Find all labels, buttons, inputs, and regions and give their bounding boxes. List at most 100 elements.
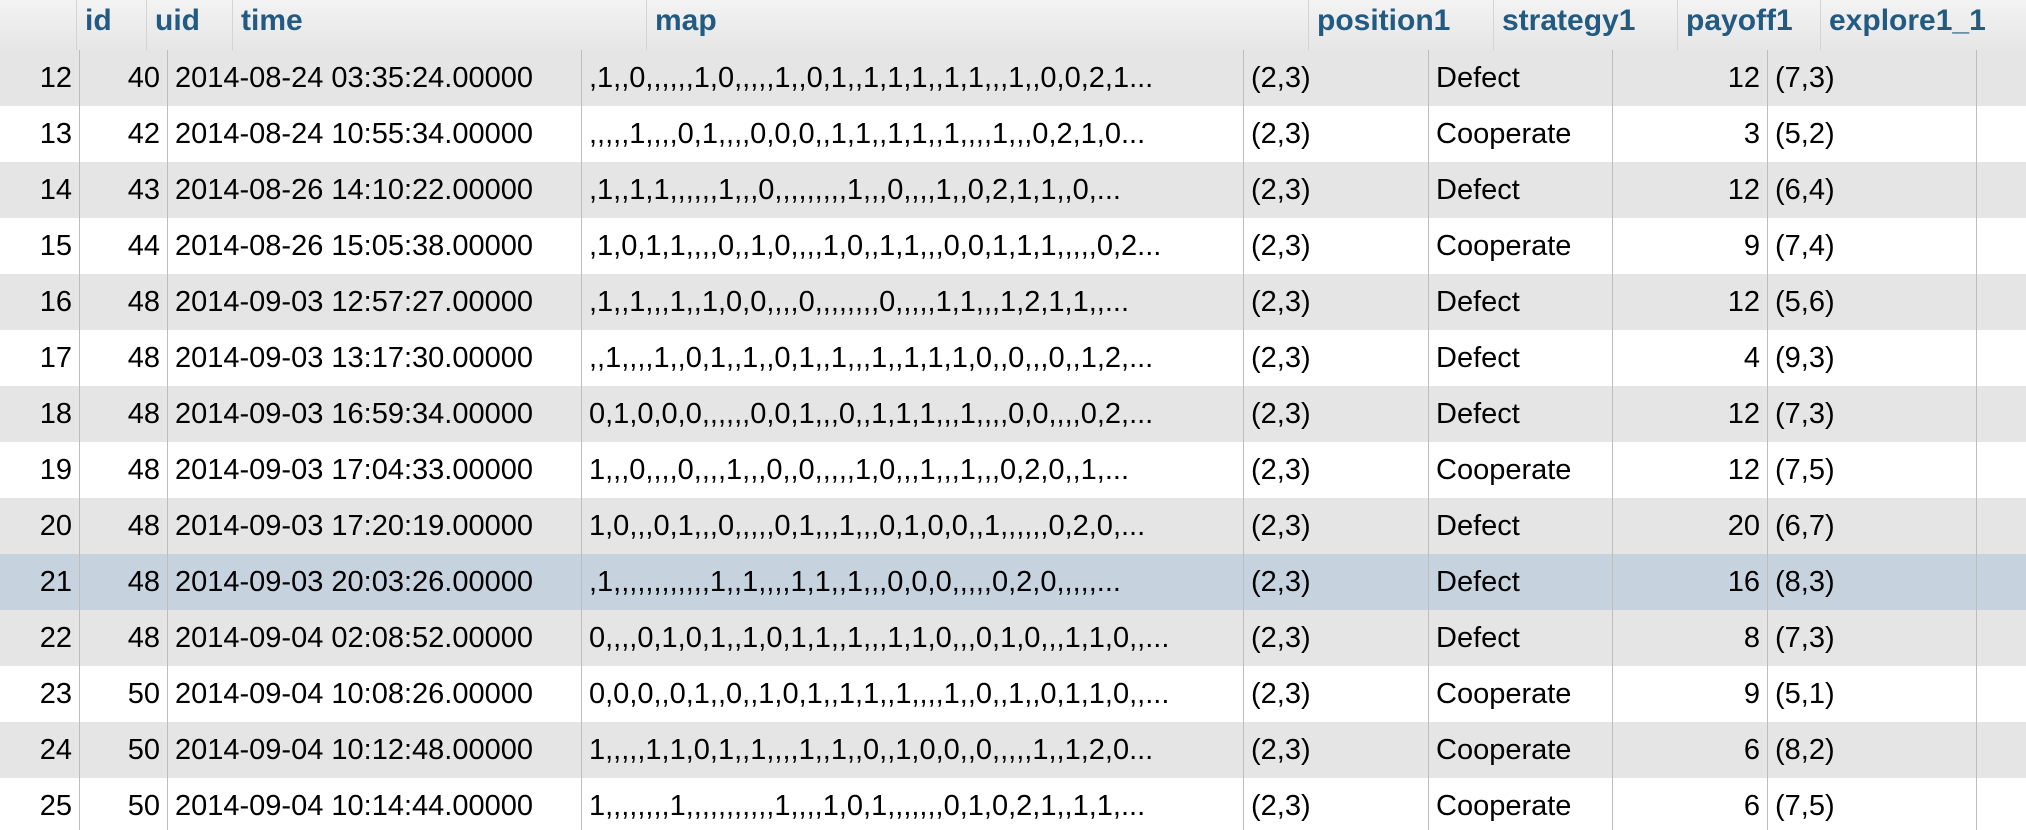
- cell-explore1-1: (8,2): [1768, 722, 1977, 778]
- table-row[interactable]: 16 48 2014-09-03 12:57:27.00000,1,,1,,,1,,…: [0, 274, 2026, 330]
- cell-id: 24: [0, 722, 80, 778]
- cell-id: 15: [0, 218, 80, 274]
- cell-uid: 48: [80, 330, 168, 386]
- cell-strategy1: Defect: [1429, 274, 1613, 330]
- cell-id: 22: [0, 610, 80, 666]
- cell-strategy1: Defect: [1429, 498, 1613, 554]
- cell-uid: 48: [80, 498, 168, 554]
- column-header-explore1-1[interactable]: explore1_1: [1820, 0, 2026, 50]
- cell-position1: (2,3): [1244, 554, 1429, 610]
- cell-uid: 48: [80, 554, 168, 610]
- column-header-position1[interactable]: position1: [1308, 0, 1493, 50]
- table-row[interactable]: 23 50 2014-09-04 10:08:26.00000 0,0,0,,0,1,…: [0, 666, 2026, 722]
- column-header-uid[interactable]: uid: [146, 0, 232, 50]
- cell-payoff1: 8: [1613, 610, 1768, 666]
- column-header-time[interactable]: time: [232, 0, 646, 50]
- cell-strategy1: Defect: [1429, 610, 1613, 666]
- cell-position1: (2,3): [1244, 610, 1429, 666]
- table-row[interactable]: 18 48 2014-09-03 16:59:34.00000 0,1,0,0,0,,…: [0, 386, 2026, 442]
- cell-uid: 50: [80, 722, 168, 778]
- cell-uid: 44: [80, 218, 168, 274]
- cell-time: 2014-09-04 10:14:44.00000: [168, 778, 582, 830]
- cell-id: 20: [0, 498, 80, 554]
- cell-time: 2014-09-03 13:17:30.00000: [168, 330, 582, 386]
- cell-uid: 40: [80, 50, 168, 106]
- cell-strategy1: Cooperate: [1429, 106, 1613, 162]
- cell-explore1-1: (5,6): [1768, 274, 1977, 330]
- cell-id: 18: [0, 386, 80, 442]
- cell-id: 17: [0, 330, 80, 386]
- cell-position1: (2,3): [1244, 722, 1429, 778]
- cell-explore1-1: (7,5): [1768, 778, 1977, 830]
- table-row[interactable]: 24 50 2014-09-04 10:12:48.00000 1,,,,,1,1,0…: [0, 722, 2026, 778]
- cell-time: 2014-09-03 12:57:27.00000: [168, 274, 582, 330]
- cell-explore1-1: (7,4): [1768, 218, 1977, 274]
- cell-map: 1,,,0,,,,0,,,,1,,,0,,0,,,,,1,0,,,1,,,1,,…: [582, 442, 1244, 498]
- cell-payoff1: 12: [1613, 50, 1768, 106]
- cell-id: 13: [0, 106, 80, 162]
- cell-uid: 42: [80, 106, 168, 162]
- cell-uid: 50: [80, 778, 168, 830]
- cell-payoff1: 4: [1613, 330, 1768, 386]
- cell-position1: (2,3): [1244, 778, 1429, 830]
- table-row[interactable]: 13 42 2014-08-24 10:55:34.00000 ,,,,,1,,,,0…: [0, 106, 2026, 162]
- cell-strategy1: Defect: [1429, 554, 1613, 610]
- cell-map: ,1,0,1,1,,,,0,,1,0,,,,1,0,,1,1,,,0,0,1,1…: [582, 218, 1244, 274]
- cell-position1: (2,3): [1244, 442, 1429, 498]
- column-header-map[interactable]: map: [646, 0, 1308, 50]
- cell-time: 2014-09-03 16:59:34.00000: [168, 386, 582, 442]
- table-row[interactable]: 25 50 2014-09-04 10:14:44.00000 1,,,,,,,,1,…: [0, 778, 2026, 830]
- cell-map: 1,0,,,0,1,,,0,,,,,0,1,,,1,,,0,1,0,0,,1,,…: [582, 498, 1244, 554]
- cell-uid: 48: [80, 610, 168, 666]
- cell-explore1-1: (6,4): [1768, 162, 1977, 218]
- column-header-id[interactable]: id: [76, 0, 146, 50]
- cell-payoff1: 12: [1613, 442, 1768, 498]
- cell-position1: (2,3): [1244, 218, 1429, 274]
- column-header-payoff1[interactable]: payoff1: [1677, 0, 1832, 50]
- cell-time: 2014-08-26 15:05:38.00000: [168, 218, 582, 274]
- cell-map: ,1,,1,1,,,,,,1,,,0,,,,,,,,,1,,,0,,,,1,,0…: [582, 162, 1244, 218]
- cell-map: 1,,,,,,,,1,,,,,,,,,,,1,,,,1,0,1,,,,,,,0,…: [582, 778, 1244, 830]
- cell-id: 21: [0, 554, 80, 610]
- table-row[interactable]: 21 48 2014-09-03 20:03:26.00000,1,,,,,,,,,…: [0, 554, 2026, 610]
- cell-uid: 43: [80, 162, 168, 218]
- table-row[interactable]: 22 48 2014-09-04 02:08:52.00000 0,,,,0,1,0,…: [0, 610, 2026, 666]
- cell-id: 19: [0, 442, 80, 498]
- cell-strategy1: Cooperate: [1429, 218, 1613, 274]
- cell-map: 0,,,,0,1,0,1,,1,0,1,1,,1,,,1,1,0,,,0,1,0…: [582, 610, 1244, 666]
- cell-position1: (2,3): [1244, 498, 1429, 554]
- cell-time: 2014-09-03 20:03:26.00000: [168, 554, 582, 610]
- table-body: 12 40 2014-08-24 03:35:24.00000,1,,0,,,,,,…: [0, 50, 2026, 830]
- cell-payoff1: 3: [1613, 106, 1768, 162]
- cell-map: 0,0,0,,0,1,,0,,1,0,1,,1,1,,1,,,,1,,0,,1,…: [582, 666, 1244, 722]
- cell-strategy1: Cooperate: [1429, 778, 1613, 830]
- cell-explore1-1: (5,1): [1768, 666, 1977, 722]
- cell-id: 14: [0, 162, 80, 218]
- cell-strategy1: Defect: [1429, 162, 1613, 218]
- cell-strategy1: Cooperate: [1429, 442, 1613, 498]
- cell-uid: 48: [80, 386, 168, 442]
- cell-strategy1: Defect: [1429, 50, 1613, 106]
- cell-id: 25: [0, 778, 80, 830]
- table-row[interactable]: 17 48 2014-09-03 13:17:30.00000 ,,1,,,,1,,0…: [0, 330, 2026, 386]
- cell-explore1-1: (9,3): [1768, 330, 1977, 386]
- table-row[interactable]: 15 44 2014-08-26 15:05:38.00000,1,0,1,1,,,…: [0, 218, 2026, 274]
- table-row[interactable]: 19 48 2014-09-03 17:04:33.00000 1,,,0,,,,0,…: [0, 442, 2026, 498]
- cell-time: 2014-09-03 17:20:19.00000: [168, 498, 582, 554]
- cell-explore1-1: (7,3): [1768, 386, 1977, 442]
- cell-explore1-1: (7,3): [1768, 50, 1977, 106]
- cell-map: ,1,,1,,,1,,1,0,0,,,,0,,,,,,,,0,,,,,1,1,,…: [582, 274, 1244, 330]
- cell-strategy1: Cooperate: [1429, 666, 1613, 722]
- cell-map: ,1,,0,,,,,,1,0,,,,,1,,0,1,,1,1,1,,1,1,,,…: [582, 50, 1244, 106]
- cell-explore1-1: (6,7): [1768, 498, 1977, 554]
- cell-map: ,,1,,,,1,,0,1,,1,,0,1,,1,,,1,,1,1,1,0,,0…: [582, 330, 1244, 386]
- cell-strategy1: Cooperate: [1429, 722, 1613, 778]
- cell-uid: 50: [80, 666, 168, 722]
- table-row[interactable]: 20 48 2014-09-03 17:20:19.00000 1,0,,,0,1,,…: [0, 498, 2026, 554]
- cell-time: 2014-08-24 10:55:34.00000: [168, 106, 582, 162]
- table-row[interactable]: 12 40 2014-08-24 03:35:24.00000,1,,0,,,,,,…: [0, 50, 2026, 106]
- table-row[interactable]: 14 43 2014-08-26 14:10:22.00000,1,,1,1,,,,…: [0, 162, 2026, 218]
- cell-id: 23: [0, 666, 80, 722]
- cell-explore1-1: (7,3): [1768, 610, 1977, 666]
- column-header-strategy1[interactable]: strategy1: [1493, 0, 1677, 50]
